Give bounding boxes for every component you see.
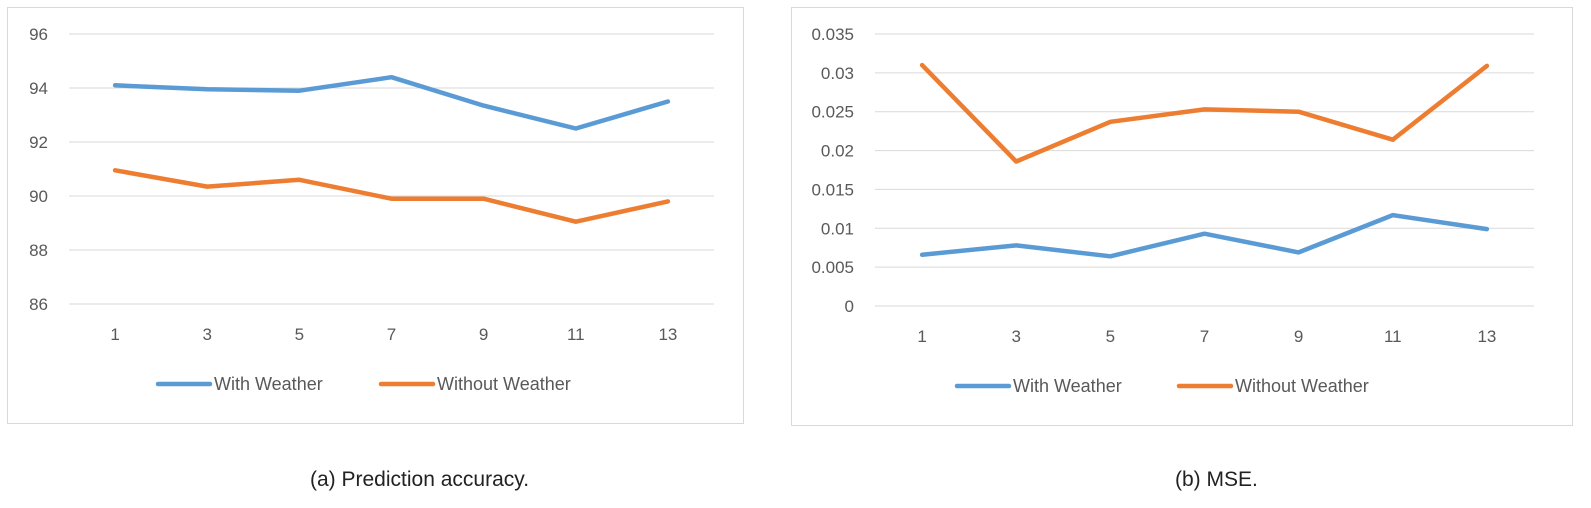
y-tick-label: 0.005 xyxy=(811,258,854,277)
y-tick-label: 96 xyxy=(29,25,48,44)
series-line-with-weather xyxy=(919,212,1490,259)
y-tick-label: 0.015 xyxy=(811,180,854,199)
caption-mse: (b) MSE. xyxy=(1175,468,1258,491)
y-tick-label: 0.035 xyxy=(811,25,854,44)
caption-prediction-accuracy: (a) Prediction accuracy. xyxy=(310,468,530,491)
x-tick-label: 7 xyxy=(387,325,396,344)
x-tick-label: 3 xyxy=(1011,327,1020,346)
x-tick-label: 11 xyxy=(567,325,585,344)
chart-panel-mse: 0 0.005 0.01 0.015 0.02 0.025 0.03 0.035 1 3 5 7 9 11… xyxy=(791,7,1573,426)
y-tick-label: 88 xyxy=(29,241,48,260)
x-tick-label: 9 xyxy=(479,325,488,344)
series-line-without-weather xyxy=(919,62,1490,164)
y-tick-label: 0.01 xyxy=(821,219,854,238)
x-tick-label: 1 xyxy=(917,327,926,346)
y-tick-label: 0.02 xyxy=(821,142,854,161)
series-line-without-weather xyxy=(112,168,671,224)
y-tick-label: 94 xyxy=(29,79,48,98)
x-tick-label: 3 xyxy=(202,325,211,344)
x-tick-label: 11 xyxy=(1384,327,1402,346)
y-tick-label: 0 xyxy=(845,297,854,316)
x-tick-label: 13 xyxy=(1477,327,1496,346)
y-tick-label: 0.025 xyxy=(811,103,854,122)
y-tick-label: 0.03 xyxy=(821,64,854,83)
legend-label: With Weather xyxy=(1013,376,1122,396)
x-tick-label: 7 xyxy=(1200,327,1209,346)
x-tick-label: 1 xyxy=(110,325,119,344)
legend-label: Without Weather xyxy=(437,374,571,394)
y-tick-label: 92 xyxy=(29,133,48,152)
series-line-with-weather xyxy=(112,74,671,131)
x-tick-label: 13 xyxy=(658,325,677,344)
x-tick-label: 5 xyxy=(295,325,304,344)
y-tick-label: 86 xyxy=(29,295,48,314)
legend-label: Without Weather xyxy=(1235,376,1369,396)
x-tick-label: 9 xyxy=(1294,327,1303,346)
legend-label: With Weather xyxy=(214,374,323,394)
chart-panel-prediction-accuracy: 86 88 90 92 94 96 1 3 5 7 9 11 13 With Weather Without… xyxy=(7,7,744,424)
y-tick-label: 90 xyxy=(29,187,48,206)
x-tick-label: 5 xyxy=(1106,327,1115,346)
